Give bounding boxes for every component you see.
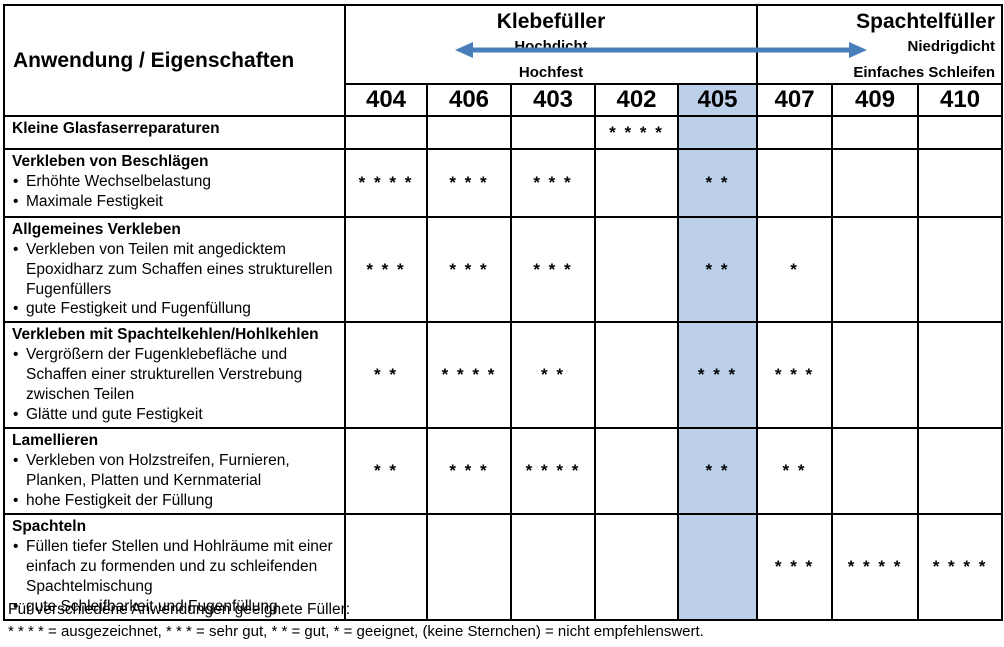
star-cell-406 <box>426 115 512 151</box>
star-cell-407: * * * <box>756 321 834 430</box>
row-label: Spachteln Füllen tiefer Stellen und Hohl… <box>3 513 346 622</box>
star-cell-402 <box>594 216 679 324</box>
product-number-row: 404 406 403 402 405 407 409 410 <box>4 83 1004 118</box>
star-cell-407: * * <box>756 427 834 516</box>
spachtelfueller-zone: Spachtelfüller Niedrigdicht Einfaches Sc… <box>756 3 1004 86</box>
spachtelfueller-title: Spachtelfüller <box>856 10 996 33</box>
bullet-item: Glätte und gute Festigkeit <box>12 405 340 425</box>
star-cell-405 <box>676 513 759 622</box>
row-title: Verkleben mit Spachtelkehlen/Hohlkehlen <box>12 326 319 344</box>
table-row-beschlaege: Verkleben von Beschlägen Erhöhte Wechsel… <box>3 148 1004 219</box>
row-label: Kleine Glasfaserreparaturen <box>3 115 346 151</box>
star-cell-404: * * * <box>344 216 428 324</box>
einfaches-schleifen-label: Einfaches Schleifen <box>853 63 996 81</box>
row-title: Kleine Glasfaserreparaturen <box>12 120 220 138</box>
star-cell-407 <box>756 115 834 151</box>
star-cell-404 <box>344 513 428 622</box>
row-title: Allgemeines Verkleben <box>12 221 181 239</box>
star-cell-410: * * * * <box>917 513 1004 622</box>
filler-comparison-table: Anwendung / Eigenschaften Klebefüller Ho… <box>3 3 1004 622</box>
row-title: Spachteln <box>12 518 87 536</box>
star-cell-403 <box>510 513 596 622</box>
star-cell-405: * * <box>676 216 759 324</box>
legend-scale: * * * * = ausgezeichnet, * * * = sehr gu… <box>8 622 704 640</box>
star-cell-407 <box>756 148 834 219</box>
col-header-410: 410 <box>917 83 1004 118</box>
star-cell-406: * * * <box>426 216 512 324</box>
col-header-406: 406 <box>426 83 512 118</box>
bullet-item: Maximale Festigkeit <box>12 192 340 212</box>
row-label: Lamellieren Verkleben von Holzstreifen, … <box>3 427 346 516</box>
star-cell-407: * * * <box>756 513 834 622</box>
bullet-item: gute Schleifbarkeit und Fugenfüllung <box>12 597 340 617</box>
bullet-item: Verkleben von Holzstreifen, Furnieren, P… <box>12 451 340 491</box>
bullet-item: Verkleben von Teilen mit angedicktem Epo… <box>12 240 340 299</box>
niedrigdicht-label: Niedrigdicht <box>907 38 996 56</box>
star-cell-406: * * * <box>426 148 512 219</box>
legend-intro: Für verschiedene Anwendungen geeignete F… <box>8 601 351 618</box>
bullet-item: Vergrößern der Fugenklebefläche und Scha… <box>12 345 340 404</box>
bullet-item: hohe Festigkeit der Füllung <box>12 491 340 511</box>
star-cell-406 <box>426 513 512 622</box>
row-title: Lamellieren <box>12 432 99 450</box>
star-cell-404: * * * * <box>344 148 428 219</box>
star-cell-409 <box>831 321 920 430</box>
star-cell-402 <box>594 148 679 219</box>
star-cell-410 <box>917 427 1004 516</box>
bullet-item: Erhöhte Wechselbelastung <box>12 172 340 192</box>
klebefueller-zone: Klebefüller Hochdicht Hochfest <box>343 3 759 86</box>
star-cell-402 <box>594 427 679 516</box>
star-cell-402 <box>594 513 679 622</box>
col-header-405: 405 <box>676 83 759 118</box>
star-cell-409: * * * * <box>831 513 920 622</box>
row-title: Verkleben von Beschlägen <box>12 153 209 171</box>
star-cell-402: * * * * <box>594 115 679 151</box>
row-label: Verkleben von Beschlägen Erhöhte Wechsel… <box>3 148 346 219</box>
bullet-item: gute Festigkeit und Fugenfüllung <box>12 299 340 319</box>
star-cell-404: * * <box>344 427 428 516</box>
star-cell-404 <box>344 115 428 151</box>
col-header-402: 402 <box>594 83 679 118</box>
col-header-404: 404 <box>344 83 428 118</box>
hochfest-label: Hochfest <box>518 63 584 81</box>
table-row-lamellieren: Lamellieren Verkleben von Holzstreifen, … <box>3 427 1004 516</box>
star-cell-402 <box>594 321 679 430</box>
row-label: Verkleben mit Spachtelkehlen/Hohlkehlen … <box>3 321 346 430</box>
star-cell-410 <box>917 216 1004 324</box>
star-cell-410 <box>917 115 1004 151</box>
star-cell-409 <box>831 427 920 516</box>
star-cell-403: * * <box>510 321 596 430</box>
table-row-spachteln: Spachteln Füllen tiefer Stellen und Hohl… <box>3 513 1004 622</box>
star-cell-406: * * * * <box>426 321 512 430</box>
col-header-403: 403 <box>510 83 596 118</box>
star-cell-403: * * * <box>510 148 596 219</box>
table-row-allgemeines-verkleben: Allgemeines Verkleben Verkleben von Teil… <box>3 216 1004 324</box>
star-cell-409 <box>831 115 920 151</box>
applications-header: Anwendung / Eigenschaften <box>3 3 346 118</box>
star-cell-403 <box>510 115 596 151</box>
star-cell-409 <box>831 148 920 219</box>
star-cell-409 <box>831 216 920 324</box>
star-cell-405: * * <box>676 148 759 219</box>
table-row-spachtelkehlen: Verkleben mit Spachtelkehlen/Hohlkehlen … <box>3 321 1004 430</box>
star-cell-407: * <box>756 216 834 324</box>
legend: Für verschiedene Anwendungen geeignete F… <box>8 599 998 643</box>
star-cell-403: * * * <box>510 216 596 324</box>
star-cell-405: * * <box>676 427 759 516</box>
star-cell-404: * * <box>344 321 428 430</box>
star-cell-403: * * * * <box>510 427 596 516</box>
star-cell-410 <box>917 321 1004 430</box>
klebefueller-title: Klebefüller <box>496 10 606 33</box>
table-row-glasfaser: Kleine Glasfaserreparaturen * * * * <box>3 115 1004 151</box>
star-cell-405 <box>676 115 759 151</box>
star-cell-405: * * * <box>676 321 759 430</box>
header-zone-row: Anwendung / Eigenschaften Klebefüller Ho… <box>3 3 1004 118</box>
hochdicht-label: Hochdicht <box>514 38 588 56</box>
star-cell-410 <box>917 148 1004 219</box>
col-header-409: 409 <box>831 83 920 118</box>
row-label: Allgemeines Verkleben Verkleben von Teil… <box>3 216 346 324</box>
col-header-407: 407 <box>756 83 834 118</box>
star-cell-406: * * * <box>426 427 512 516</box>
bullet-item: Füllen tiefer Stellen und Hohlräume mit … <box>12 537 340 596</box>
